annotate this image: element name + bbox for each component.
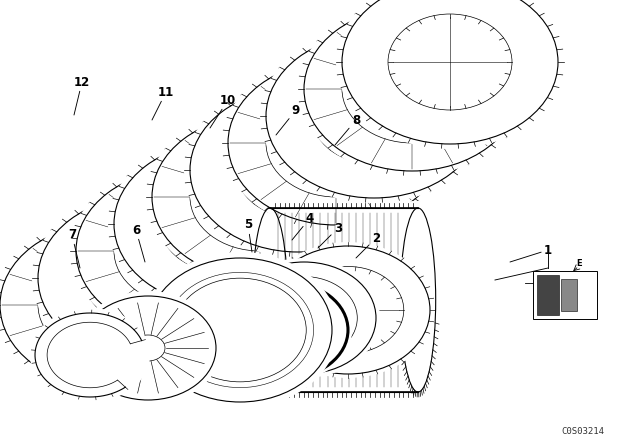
Ellipse shape [0,218,222,392]
Ellipse shape [220,278,352,382]
Ellipse shape [336,0,564,149]
Ellipse shape [30,308,150,402]
Ellipse shape [184,83,412,257]
Ellipse shape [32,191,260,365]
Text: 3: 3 [318,221,342,248]
Text: 12: 12 [74,76,90,115]
Bar [533,271,597,319]
Text: C0S03214: C0S03214 [561,427,604,436]
Bar [561,279,577,311]
Ellipse shape [75,291,221,405]
Ellipse shape [142,252,338,408]
Ellipse shape [228,258,380,378]
Ellipse shape [262,242,434,378]
Text: 2: 2 [356,232,380,258]
Text: 8: 8 [335,113,360,145]
Text: E: E [576,258,582,267]
Bar [537,275,559,315]
Ellipse shape [222,56,450,230]
Ellipse shape [108,137,336,311]
Text: 10: 10 [210,94,236,128]
Text: 1: 1 [510,244,552,262]
Text: 6: 6 [132,224,145,262]
Ellipse shape [292,201,544,399]
Text: 7: 7 [68,228,80,268]
Ellipse shape [146,110,374,284]
Ellipse shape [70,164,298,338]
Text: 4: 4 [292,211,314,240]
Text: 11: 11 [152,86,174,120]
Text: 9: 9 [276,103,300,135]
Ellipse shape [260,29,488,203]
Text: 5: 5 [244,219,252,252]
Ellipse shape [298,2,526,176]
